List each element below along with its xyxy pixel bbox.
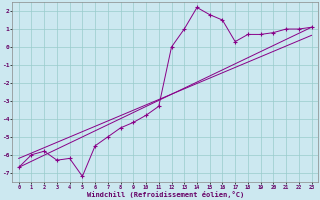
X-axis label: Windchill (Refroidissement éolien,°C): Windchill (Refroidissement éolien,°C) [86, 191, 244, 198]
